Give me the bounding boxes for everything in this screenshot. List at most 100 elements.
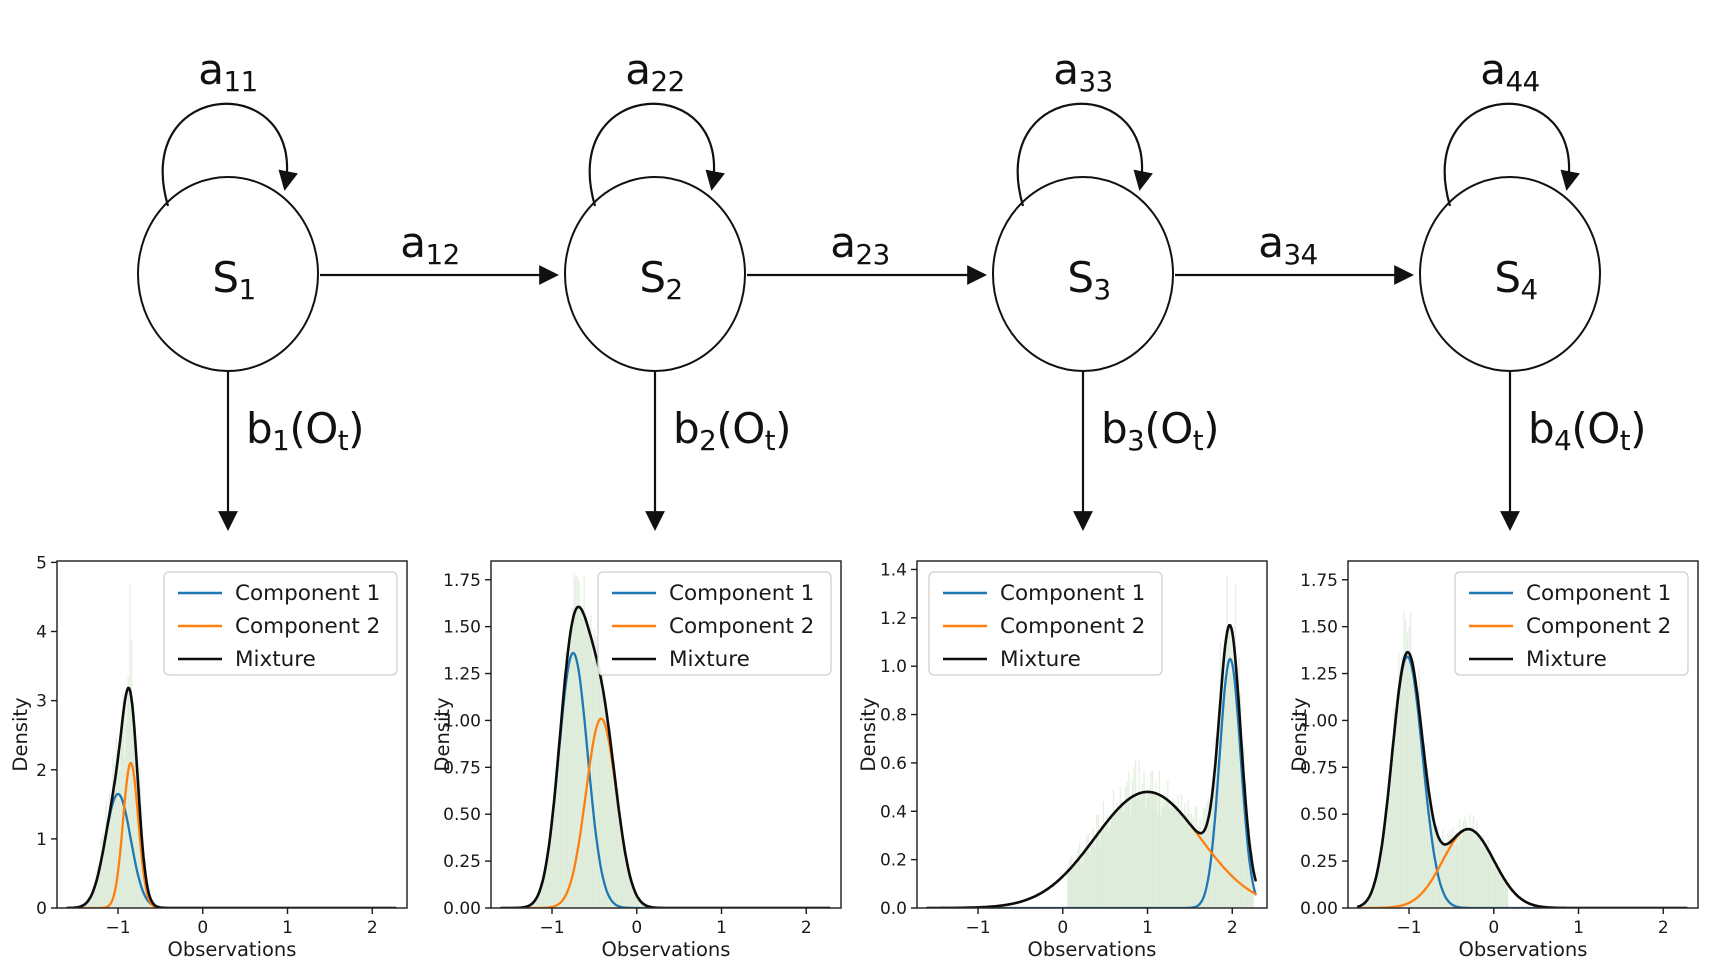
state-label-3: S3 — [1067, 257, 1111, 304]
hmm-state-diagram — [137, 102, 1601, 531]
y-tick-label: 0.8 — [880, 706, 907, 726]
histogram-area — [1363, 652, 1509, 908]
label-mid: (O — [1144, 404, 1193, 453]
y-tick-label: 1.00 — [1300, 711, 1338, 731]
legend-label: Component 2 — [1000, 614, 1145, 639]
x-tick-label: 2 — [367, 918, 378, 938]
label-end: ) — [1203, 404, 1220, 453]
density-plot-1: −1 0 1 2 0 1 2 3 4 5 Observations Density Component … — [0, 546, 433, 970]
y-tick-label: 0.00 — [1300, 899, 1338, 919]
plot-area — [1356, 611, 1688, 908]
axis-ticks: −1 0 1 2 0.00 0.25 0.50 0.75 1.00 1.25 1.50 1.75 — [1300, 571, 1669, 938]
label-base: S — [639, 253, 666, 302]
label-sub: 1 — [238, 273, 257, 307]
self-loop-arrow-3 — [1016, 102, 1153, 207]
label-sub: 23 — [855, 238, 890, 272]
state-circle-3 — [992, 176, 1174, 372]
legend-label: Component 1 — [669, 581, 814, 606]
legend-label: Mixture — [669, 647, 750, 672]
y-tick-label: 0.2 — [880, 851, 907, 871]
series-line-component-2 — [66, 762, 397, 908]
plot-canvas: −1 0 1 2 0 1 2 3 4 5 Observations Density Component … — [9, 553, 408, 961]
y-tick-label: 1.2 — [880, 609, 907, 629]
axis-ticks: −1 0 1 2 0.00 0.25 0.50 0.75 1.00 1.25 1.50 1.75 — [443, 571, 812, 938]
label-sub: 4 — [1520, 273, 1539, 307]
plot-canvas: −1 0 1 2 0.00 0.25 0.50 0.75 1.00 1.25 1.50 1.75 Obs… — [1288, 560, 1699, 961]
label-base: b — [246, 404, 273, 453]
x-axis-label: Observations — [602, 938, 731, 961]
y-tick-label: 0 — [36, 899, 47, 919]
x-tick-label: 0 — [631, 918, 642, 938]
emission-label-3: b3(Ot) — [1101, 408, 1220, 455]
self-loop-label-2: a22 — [625, 49, 685, 96]
self-loop-label-3: a33 — [1053, 49, 1113, 96]
density-plot-2: −1 0 1 2 0.00 0.25 0.50 0.75 1.00 1.25 1.50 1.75 Obs… — [431, 546, 867, 970]
legend: Component 1 Component 2 Mixture — [597, 571, 832, 676]
y-tick-label: 1.25 — [1300, 665, 1338, 685]
y-tick-label: 0.50 — [1300, 805, 1338, 825]
y-tick-label: 1.0 — [880, 657, 907, 677]
y-tick-label: 1.50 — [1300, 618, 1338, 638]
y-tick-label: 2 — [36, 761, 47, 781]
state-circle-2 — [564, 176, 746, 372]
transition-label-34: a34 — [1258, 222, 1318, 269]
label-sub: 33 — [1078, 65, 1113, 99]
plot-spines — [916, 560, 1268, 909]
y-tick-label: 0.00 — [443, 899, 481, 919]
label-base: a — [1258, 218, 1284, 267]
label-base: S — [1494, 253, 1521, 302]
x-tick-label: −1 — [539, 918, 564, 938]
label-sub: 2 — [699, 424, 717, 458]
histogram-area — [1067, 625, 1255, 908]
y-tick-label: 4 — [36, 623, 47, 643]
y-tick-label: 1.75 — [443, 571, 481, 591]
label-sub2: t — [1192, 424, 1204, 458]
y-tick-label: 1.25 — [443, 665, 481, 685]
label-sub: 12 — [425, 238, 460, 272]
series-line-component-1 — [66, 792, 397, 908]
x-tick-label: −1 — [1396, 918, 1421, 938]
legend-label: Mixture — [235, 647, 316, 672]
histogram-bars — [1067, 575, 1254, 908]
series-line-mixture — [925, 623, 1257, 908]
axis-ticks: −1 0 1 2 0.0 0.2 0.4 0.6 0.8 1.0 1.2 1.4 — [880, 560, 1238, 938]
y-axis-label: Density — [860, 697, 880, 771]
x-tick-label: 1 — [282, 918, 293, 938]
label-sub: 44 — [1505, 65, 1540, 99]
label-sub2: t — [337, 424, 349, 458]
y-tick-label: 1 — [36, 830, 47, 850]
label-base: b — [673, 404, 700, 453]
label-sub: 11 — [223, 65, 258, 99]
state-label-4: S4 — [1494, 257, 1538, 304]
legend-label: Mixture — [1526, 647, 1607, 672]
label-end: ) — [775, 404, 792, 453]
x-tick-label: 0 — [1488, 918, 1499, 938]
label-base: a — [1480, 45, 1506, 94]
label-sub: 22 — [650, 65, 685, 99]
x-tick-label: −1 — [105, 918, 130, 938]
x-tick-label: −1 — [965, 918, 990, 938]
label-sub: 3 — [1127, 424, 1145, 458]
self-loop-label-4: a44 — [1480, 49, 1540, 96]
series-line-mixture — [499, 605, 831, 908]
y-axis-label: Density — [9, 697, 32, 771]
x-tick-label: 2 — [801, 918, 812, 938]
plot-area — [925, 575, 1257, 908]
label-sub2: t — [1619, 424, 1631, 458]
label-base: S — [212, 253, 239, 302]
x-tick-label: 2 — [1227, 918, 1238, 938]
self-loop-label-1: a11 — [198, 49, 258, 96]
label-base: a — [1053, 45, 1079, 94]
label-sub: 3 — [1093, 273, 1112, 307]
legend-label: Mixture — [1000, 647, 1081, 672]
emission-label-4: b4(Ot) — [1528, 408, 1647, 455]
legend-label: Component 2 — [235, 614, 380, 639]
legend-label: Component 2 — [669, 614, 814, 639]
self-loop-arrow-2 — [588, 102, 725, 207]
y-axis-label: Density — [1291, 697, 1311, 771]
self-loop-arrow-1 — [161, 102, 298, 207]
emission-label-2: b2(Ot) — [673, 408, 792, 455]
label-sub2: t — [764, 424, 776, 458]
legend-label: Component 1 — [1526, 581, 1671, 606]
